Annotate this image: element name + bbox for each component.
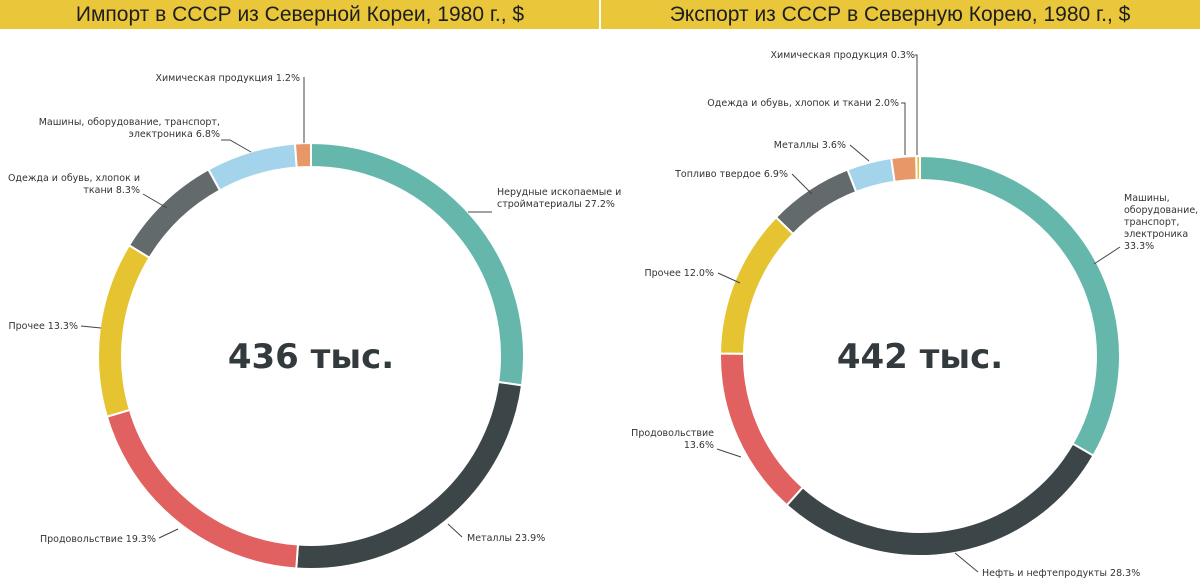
- title-divider: [599, 0, 601, 29]
- export-leader-line-8: [915, 54, 918, 155]
- export-leader-line-7: [901, 102, 906, 155]
- import-slice-label-3: Продовольствие 19.3%: [40, 534, 156, 545]
- import-donut-chart: Нерудные ископаемые и стройматериалы 27.2…: [8, 73, 621, 570]
- import-slice-label-2: Металлы 23.9%: [467, 533, 545, 544]
- export-slice-label-7: Одежда и обувь, хлопок и ткани 2.0%: [707, 98, 899, 109]
- export-leader-line-4: [717, 272, 741, 284]
- export-leader-line-6: [849, 144, 870, 162]
- import-slice-label-6: Машины, оборудование, транспорт, электрон…: [39, 117, 220, 140]
- import-leader-line-3: [158, 528, 179, 539]
- import-center-total: 436 тыс.: [228, 337, 394, 377]
- export-slice-label-6: Металлы 3.6%: [774, 140, 846, 151]
- export-slice-2: [785, 442, 1095, 557]
- import-chart-title: Импорт в СССР из Северной Кореи, 1980 г.…: [75, 2, 525, 26]
- export-slice-3: [719, 352, 805, 507]
- import-slice-5: [127, 167, 222, 260]
- export-slice-1: [919, 154, 1121, 458]
- export-slice-label-1: Машины, оборудование, транспорт, электроник…: [1124, 193, 1198, 252]
- import-leader-line-2: [447, 523, 463, 538]
- import-slice-6: [207, 142, 298, 192]
- export-center-total: 442 тыс.: [837, 337, 1003, 377]
- import-slice-label-1: Нерудные ископаемые и стройматериалы 27.2…: [497, 187, 621, 210]
- export-slice-label-4: Прочее 12.0%: [645, 268, 715, 279]
- import-slice-7: [293, 141, 312, 169]
- export-chart-title-bar: Экспорт из СССР в Северную Корею, 1980 г…: [600, 0, 1200, 29]
- export-leader-line-3: [716, 448, 742, 458]
- export-slice-label-8: Химическая продукция 0.3%: [771, 50, 916, 61]
- export-slice-7: [890, 155, 918, 183]
- import-leader-line-4: [80, 325, 102, 329]
- import-slice-label-4: Прочее 13.3%: [9, 321, 79, 332]
- export-slice-label-2: Нефть и нефтепродукты 28.3%: [982, 568, 1140, 579]
- export-slice-6: [846, 156, 896, 194]
- export-leader-line-1: [1093, 246, 1121, 265]
- export-donut-chart: Машины, оборудование, транспорт, электроник…: [631, 50, 1198, 579]
- import-chart-panel: Импорт в СССР из Северной Кореи, 1980 г.…: [0, 0, 621, 570]
- export-chart-title: Экспорт из СССР в Северную Корею, 1980 г…: [669, 2, 1131, 26]
- export-chart-panel: Экспорт из СССР в Северную Корею, 1980 г…: [600, 0, 1200, 583]
- export-slice-4: [719, 215, 795, 355]
- import-leader-line-6: [221, 139, 252, 153]
- export-slice-8: [915, 154, 921, 182]
- import-leader-line-5: [142, 193, 168, 209]
- import-chart-title-bar: Импорт в СССР из Северной Кореи, 1980 г.…: [0, 0, 600, 29]
- export-slice-label-3: Продовольствие 13.6%: [631, 428, 714, 451]
- import-slice-label-7: Химическая продукция 1.2%: [156, 73, 301, 84]
- export-leader-line-5: [791, 173, 813, 195]
- import-slice-label-5: Одежда и обувь, хлопок и ткани 8.3%: [8, 173, 140, 196]
- export-slice-label-5: Топливо твердое 6.9%: [674, 169, 788, 180]
- import-slice-4: [97, 243, 151, 418]
- export-leader-line-2: [954, 552, 979, 573]
